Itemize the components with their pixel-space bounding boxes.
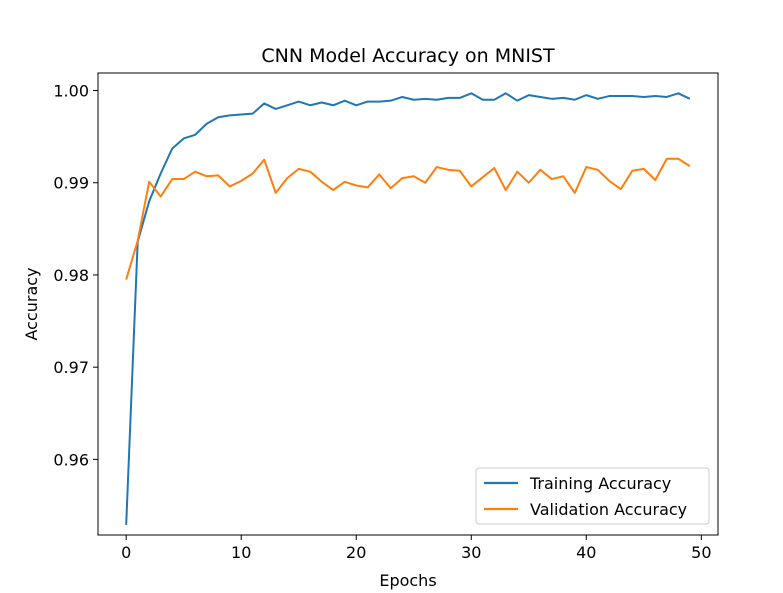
legend-label-training: Training Accuracy [529,474,671,493]
y-tick-label: 0.98 [53,266,89,285]
series-line-validation [125,157,691,280]
legend-label-validation: Validation Accuracy [530,500,687,519]
x-tick-label: 30 [461,543,481,562]
x-axis-label: Epochs [379,571,436,590]
plot-lines [125,92,691,525]
legend-box [475,467,710,525]
legend: Training Accuracy Validation Accuracy [475,467,710,525]
x-tick-label: 20 [346,543,366,562]
x-axis-ticks: 0 10 20 30 40 50 [121,535,712,562]
y-tick-label: 0.99 [53,174,89,193]
y-tick-label: 1.00 [53,82,89,101]
plot-frame [97,72,719,536]
chart-title: CNN Model Accuracy on MNIST [261,45,555,67]
series-line-training [125,92,691,525]
y-tick-label: 0.97 [53,358,89,377]
x-tick-label: 50 [691,543,711,562]
x-tick-label: 10 [231,543,251,562]
y-axis-label: Accuracy [22,267,41,340]
x-tick-label: 40 [576,543,596,562]
y-tick-label: 0.96 [53,450,89,469]
x-tick-label: 0 [121,543,131,562]
y-axis-ticks: 0.96 0.97 0.98 0.99 1.00 [53,82,98,469]
